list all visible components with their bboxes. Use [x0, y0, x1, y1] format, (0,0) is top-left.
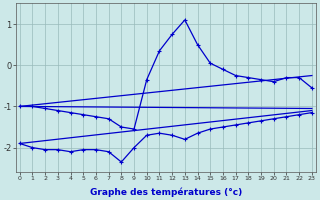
X-axis label: Graphe des températures (°c): Graphe des températures (°c) — [90, 187, 242, 197]
